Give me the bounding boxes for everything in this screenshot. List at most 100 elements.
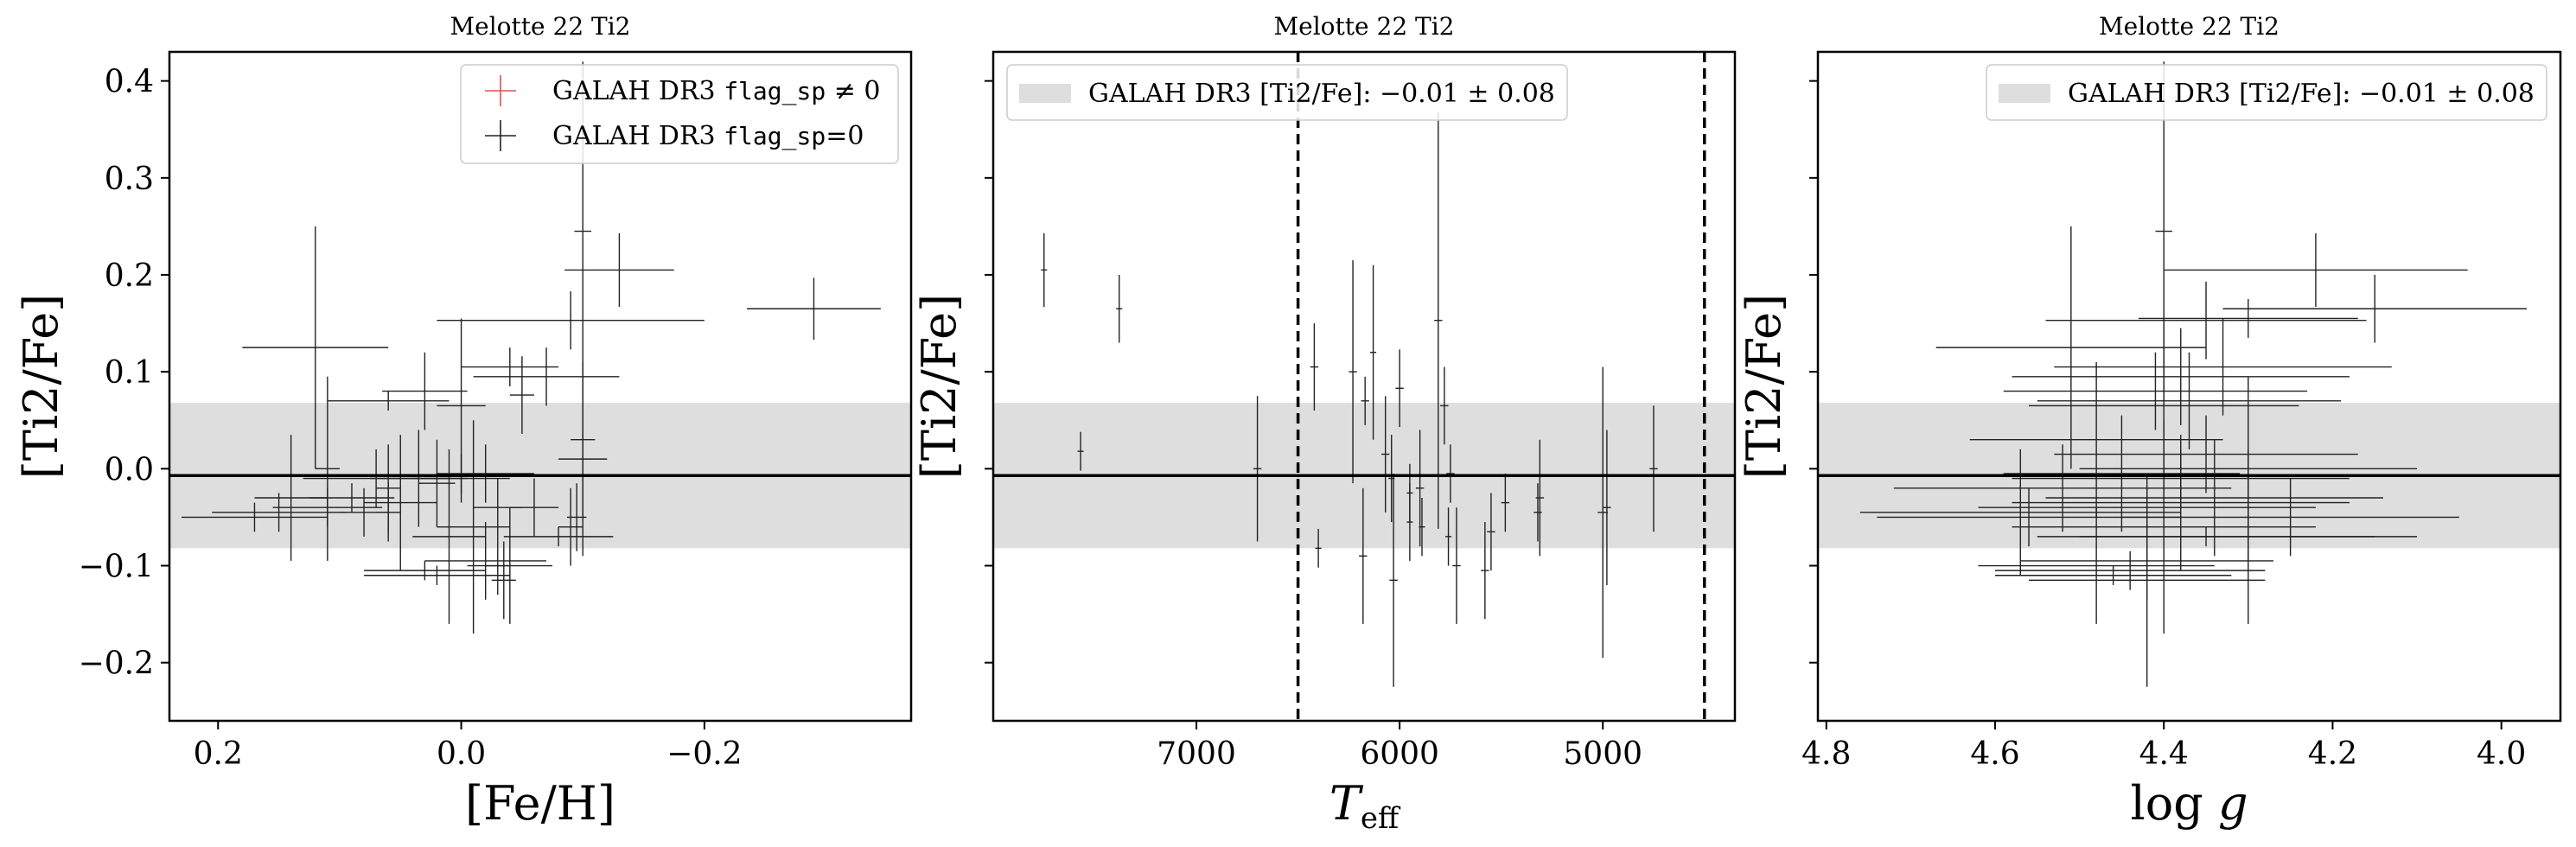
data-point bbox=[1445, 507, 1452, 566]
x-tick-label: 4.4 bbox=[2139, 736, 2189, 772]
axes-frame-teff bbox=[992, 50, 1737, 723]
data-point bbox=[491, 541, 516, 620]
y-tick-label: 0.3 bbox=[105, 162, 154, 197]
legend-entry-band: GALAH DR3 [Ti2/Fe]: −0.01 ± 0.08 bbox=[2068, 79, 2535, 109]
data-point bbox=[327, 391, 450, 411]
data-point bbox=[1649, 405, 1658, 532]
data-point bbox=[182, 502, 328, 532]
data-point bbox=[558, 487, 583, 566]
x-axis-label: log g bbox=[2130, 776, 2248, 831]
data-point bbox=[1434, 111, 1443, 529]
y-axis-label: [Ti2/Fe] bbox=[912, 294, 966, 479]
data-point bbox=[2037, 352, 2342, 449]
legend: GALAH DR3 flag_sp ≠ 0 GALAH DR3 flag_sp=… bbox=[460, 64, 899, 164]
y-tick-label: 0.4 bbox=[105, 65, 154, 100]
data-point bbox=[2054, 415, 2358, 494]
data-point bbox=[1452, 507, 1461, 624]
chart-title: Melotte 22 Ti2 bbox=[2099, 12, 2280, 41]
data-point bbox=[315, 376, 340, 561]
legend-band-swatch bbox=[1019, 84, 1071, 103]
y-tick-label: 0.0 bbox=[105, 452, 154, 487]
data-point bbox=[2054, 318, 2392, 416]
legend-entry-flagged: GALAH DR3 flag_sp ≠ 0 bbox=[552, 76, 881, 106]
data-point bbox=[2012, 420, 2316, 634]
data-point bbox=[1994, 551, 2266, 590]
data-point bbox=[412, 454, 510, 503]
x-axis-label: Teff bbox=[1329, 776, 1401, 836]
data-point bbox=[1116, 275, 1123, 343]
data-point bbox=[747, 277, 881, 341]
data-point bbox=[2003, 352, 2308, 430]
data-point bbox=[424, 522, 547, 600]
data-point bbox=[1310, 323, 1319, 411]
data-point bbox=[1389, 473, 1398, 687]
axes-frame-logg bbox=[1816, 50, 2562, 723]
data-point bbox=[1440, 366, 1449, 445]
x-tick-label: −0.2 bbox=[666, 736, 742, 772]
data-point bbox=[437, 291, 705, 350]
data-point bbox=[364, 565, 510, 585]
data-point bbox=[2029, 473, 2266, 687]
data-point bbox=[1380, 396, 1390, 513]
data-point bbox=[1859, 449, 2181, 576]
y-axis-label: [Ti2/Fe] bbox=[1737, 294, 1791, 479]
data-point bbox=[485, 536, 510, 595]
data-point bbox=[1446, 444, 1455, 503]
data-point bbox=[242, 226, 389, 469]
data-point bbox=[376, 483, 401, 542]
data-point bbox=[1935, 226, 2207, 469]
legend-entry-band: GALAH DR3 [Ti2/Fe]: −0.01 ± 0.08 bbox=[1088, 79, 1555, 109]
data-point bbox=[2037, 526, 2375, 547]
x-tick-label: 4.2 bbox=[2308, 736, 2357, 772]
data-point bbox=[1361, 376, 1369, 425]
data-point bbox=[2045, 281, 2367, 360]
data-point bbox=[1978, 507, 2215, 624]
data-point bbox=[1349, 260, 1357, 484]
data-point bbox=[1603, 430, 1611, 585]
data-point bbox=[503, 526, 614, 547]
y-tick-label: −0.1 bbox=[79, 550, 154, 585]
x-tick-label: 4.0 bbox=[2477, 736, 2526, 772]
data-point bbox=[2164, 232, 2468, 308]
data-point bbox=[1077, 431, 1084, 471]
data-point bbox=[1253, 396, 1262, 542]
data-point bbox=[1481, 522, 1489, 620]
data-point bbox=[1994, 565, 2232, 585]
data-point bbox=[1370, 264, 1377, 440]
data-point bbox=[412, 449, 486, 624]
legend-marker-flagged bbox=[485, 75, 516, 106]
data-point bbox=[437, 444, 534, 503]
data-point bbox=[1359, 487, 1368, 624]
data-point bbox=[1487, 493, 1495, 571]
legend-box bbox=[460, 64, 899, 164]
data-point bbox=[364, 435, 437, 571]
data-point bbox=[309, 483, 395, 513]
y-tick-label: 0.1 bbox=[105, 355, 154, 391]
data-point bbox=[1535, 439, 1545, 557]
data-point bbox=[566, 483, 587, 551]
data-point bbox=[1315, 528, 1322, 568]
legend-box bbox=[1006, 64, 1568, 121]
data-point bbox=[212, 493, 346, 532]
data-point bbox=[509, 478, 559, 537]
data-point bbox=[1597, 366, 1609, 659]
legend-entry-unflagged: GALAH DR3 flag_sp=0 bbox=[552, 121, 864, 151]
legend-band-swatch bbox=[1999, 84, 2050, 103]
data-point bbox=[473, 347, 620, 406]
x-tick-label: 4.8 bbox=[1801, 736, 1851, 772]
x-tick-label: 0.2 bbox=[194, 736, 243, 772]
legend-marker-unflagged bbox=[485, 120, 516, 151]
data-point bbox=[1501, 473, 1510, 532]
legend: GALAH DR3 [Ti2/Fe]: −0.01 ± 0.08 bbox=[1986, 64, 2547, 121]
y-tick-label: −0.2 bbox=[79, 646, 154, 682]
data-point bbox=[558, 361, 608, 557]
x-tick-label: 4.6 bbox=[1970, 736, 2019, 772]
x-axis-label: [Fe/H] bbox=[465, 776, 615, 831]
data-point bbox=[2012, 435, 2350, 571]
x-tick-label: 5000 bbox=[1563, 736, 1642, 772]
data-point bbox=[1406, 483, 1413, 561]
data-point bbox=[364, 560, 486, 581]
legend-box bbox=[1986, 64, 2547, 121]
data-point bbox=[509, 356, 534, 434]
